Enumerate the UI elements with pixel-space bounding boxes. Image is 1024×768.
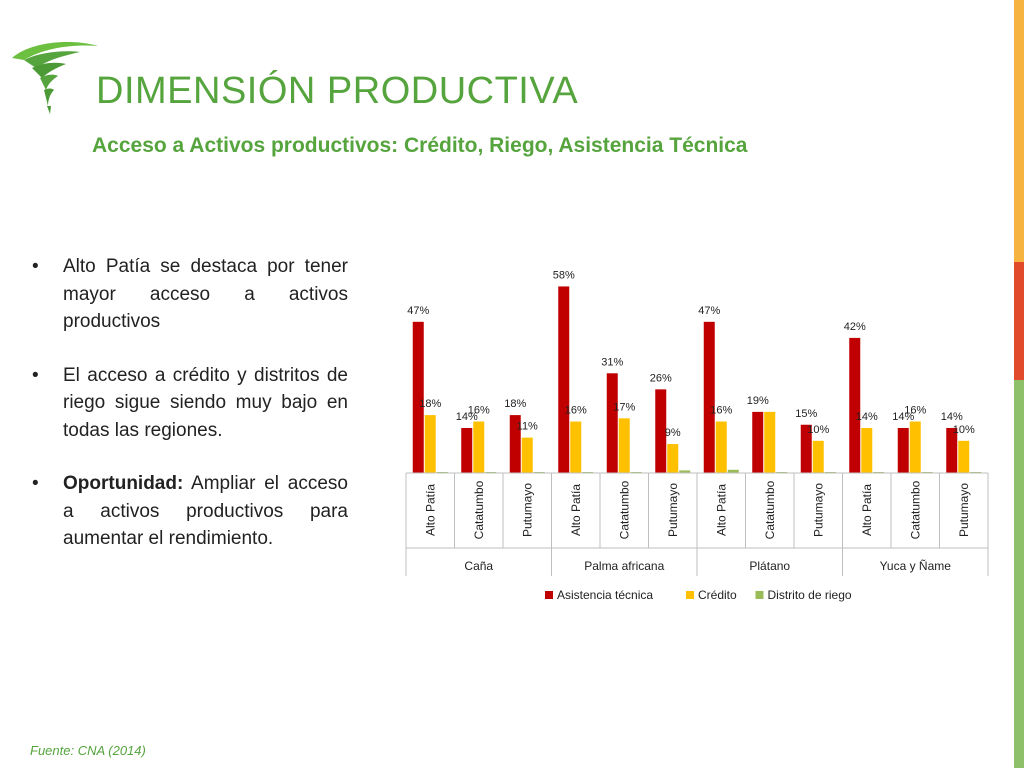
- bar-distrito-de-riego: [679, 470, 691, 473]
- bar-asistencia-técnica: [461, 427, 473, 473]
- data-label: 14%: [941, 411, 963, 423]
- data-label: 58%: [553, 269, 575, 281]
- x-tick-label: Putumayo: [811, 483, 825, 537]
- bar-crédito: [570, 421, 582, 473]
- data-label: 47%: [407, 305, 429, 317]
- legend-label: Asistencia técnica: [557, 588, 653, 602]
- bar-asistencia-técnica: [655, 389, 667, 473]
- bar-crédito: [958, 440, 970, 473]
- x-tick-label: Catatumbo: [908, 480, 922, 539]
- bullet-item: • Oportunidad: Ampliar el acceso a activ…: [32, 470, 348, 553]
- x-tick-label: Alto Patía: [714, 484, 728, 536]
- data-label: 10%: [953, 424, 975, 436]
- legend-swatch: [686, 591, 694, 599]
- data-label: 16%: [710, 405, 732, 417]
- bar-crédito: [424, 415, 436, 473]
- group-label: Yuca y Ñame: [880, 559, 952, 573]
- bullet-item: • Alto Patía se destaca por tener mayor …: [32, 253, 348, 336]
- x-tick-label: Catatumbo: [472, 480, 486, 539]
- source-note: Fuente: CNA (2014): [30, 743, 146, 758]
- stripe-red: [1014, 262, 1024, 380]
- bar-asistencia-técnica: [509, 415, 521, 473]
- legend-label: Distrito de riego: [768, 588, 852, 602]
- data-label: 18%: [504, 398, 526, 410]
- data-label: 16%: [468, 405, 490, 417]
- data-label: 14%: [456, 411, 478, 423]
- bullet-text: Ampliar el acceso a activos productivos …: [63, 473, 348, 549]
- data-label: 15%: [795, 408, 817, 420]
- x-tick-label: Putumayo: [957, 483, 971, 537]
- bar-crédito: [812, 440, 824, 473]
- bar-crédito: [861, 427, 873, 473]
- legend-label: Crédito: [698, 588, 737, 602]
- bar-asistencia-técnica: [412, 321, 424, 473]
- data-label: 16%: [565, 405, 587, 417]
- group-label: Plátano: [749, 559, 790, 573]
- data-label: 11%: [517, 421, 538, 433]
- data-label: 10%: [807, 424, 829, 436]
- data-label: 26%: [650, 372, 672, 384]
- bar-asistencia-técnica: [558, 286, 570, 473]
- right-color-stripe: [1014, 0, 1024, 768]
- legend-swatch: [755, 591, 764, 599]
- bar-asistencia-técnica: [606, 373, 618, 473]
- bar-crédito: [715, 421, 727, 473]
- bullet-marker: •: [32, 256, 39, 277]
- x-tick-label: Alto Patía: [423, 484, 437, 536]
- stripe-green: [1014, 380, 1024, 768]
- bar-asistencia-técnica: [946, 427, 958, 473]
- data-label: 9%: [665, 427, 681, 439]
- page-title: DIMENSIÓN PRODUCTIVA: [96, 70, 579, 112]
- bar-distrito-de-riego: [727, 469, 739, 473]
- x-tick-label: Alto Patía: [860, 484, 874, 536]
- x-tick-label: Catatumbo: [763, 480, 777, 539]
- bar-crédito: [521, 437, 533, 473]
- bar-crédito: [473, 421, 485, 473]
- logo-icon: [12, 42, 98, 114]
- bullet-marker: •: [32, 364, 39, 386]
- bar-crédito: [764, 411, 776, 473]
- bar-asistencia-técnica: [800, 424, 812, 473]
- x-tick-label: Catatumbo: [617, 480, 631, 539]
- data-label: 18%: [419, 398, 441, 410]
- bar-asistencia-técnica: [703, 321, 715, 473]
- bullet-marker: •: [32, 473, 39, 494]
- data-label: 19%: [747, 395, 769, 407]
- bar-asistencia-técnica: [849, 337, 861, 473]
- x-tick-label: Putumayo: [666, 483, 680, 537]
- bullet-list: • Alto Patía se destaca por tener mayor …: [32, 253, 348, 579]
- x-tick-label: Putumayo: [520, 483, 534, 537]
- data-label: 16%: [904, 405, 926, 417]
- data-label: 14%: [892, 411, 914, 423]
- bar-asistencia-técnica: [752, 411, 764, 473]
- group-label: Palma africana: [584, 559, 664, 573]
- bullet-text: El acceso a crédito y distritos de riego…: [63, 364, 348, 441]
- bar-crédito: [909, 421, 921, 473]
- data-label: 47%: [698, 305, 720, 317]
- bullet-bold: Oportunidad:: [63, 473, 184, 494]
- bullet-item: • El acceso a crédito y distritos de rie…: [32, 362, 348, 445]
- data-label: 42%: [844, 321, 866, 333]
- bar-crédito: [667, 444, 679, 473]
- page-subtitle: Acceso a Activos productivos: Crédito, R…: [92, 134, 748, 157]
- bar-crédito: [618, 418, 630, 473]
- stripe-orange: [1014, 0, 1024, 262]
- legend-swatch: [545, 591, 553, 599]
- group-label: Caña: [464, 559, 493, 573]
- bullet-text: Alto Patía se destaca por tener mayor ac…: [63, 256, 348, 332]
- data-label: 17%: [613, 401, 635, 413]
- data-label: 31%: [601, 356, 623, 368]
- bar-asistencia-técnica: [897, 427, 909, 473]
- x-tick-label: Alto Patía: [569, 484, 583, 536]
- data-label: 14%: [856, 411, 878, 423]
